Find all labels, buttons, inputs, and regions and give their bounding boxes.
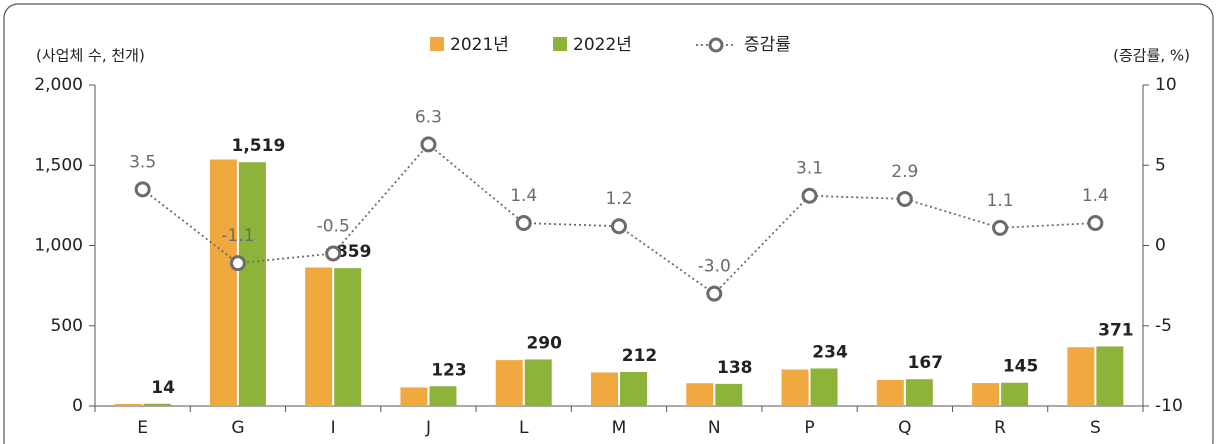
line-value-label: -3.0 <box>698 257 731 277</box>
bar <box>114 403 142 406</box>
bar <box>400 387 428 406</box>
bar-value-label: 14 <box>151 378 175 398</box>
line-marker <box>515 215 532 232</box>
bar-value-label: 1,519 <box>232 136 286 156</box>
bar <box>905 379 933 406</box>
line-value-label: 1.4 <box>1082 186 1109 206</box>
line-value-label: 2.9 <box>891 162 918 182</box>
y2-axis-label: (증감률, %) <box>1113 47 1190 65</box>
bar <box>715 383 743 406</box>
bar-value-label: 290 <box>526 333 562 353</box>
line-value-label: 3.5 <box>129 152 156 172</box>
bar <box>810 368 838 406</box>
bar <box>305 267 333 406</box>
line-marker <box>801 187 818 204</box>
legend-label: 2022년 <box>573 35 632 55</box>
x-tick-label: E <box>137 418 148 438</box>
bar <box>1001 382 1029 406</box>
bar <box>495 360 523 406</box>
legend-label: 2021년 <box>450 35 509 55</box>
bar <box>1067 347 1095 406</box>
legend-label: 증감률 <box>744 35 791 55</box>
y-tick-label: 2,000 <box>34 75 83 95</box>
line-value-label: 1.2 <box>605 189 632 209</box>
line-marker <box>896 190 913 207</box>
line-value-label: 3.1 <box>796 159 823 179</box>
x-tick-label: P <box>804 418 814 438</box>
bar <box>524 359 552 406</box>
legend-swatch <box>553 37 567 51</box>
frame <box>3 3 1214 444</box>
x-tick-label: J <box>425 418 431 438</box>
bar <box>876 379 904 406</box>
x-tick-label: Q <box>898 418 911 438</box>
y2-tick-label: -10 <box>1155 396 1183 416</box>
line-marker <box>325 245 342 262</box>
bar <box>972 383 1000 406</box>
line-marker <box>229 255 246 272</box>
line-marker <box>1087 215 1104 232</box>
x-tick-label: R <box>994 418 1006 438</box>
bar-value-label: 145 <box>1003 357 1039 377</box>
bar-value-label: 123 <box>431 360 467 380</box>
x-tick-label: G <box>231 418 244 438</box>
bar <box>209 159 237 406</box>
line-value-label: 1.1 <box>987 191 1014 211</box>
bar-value-label: 212 <box>622 346 658 366</box>
legend-marker <box>708 37 724 53</box>
bar-value-label: 371 <box>1098 320 1134 340</box>
line-value-label: -1.1 <box>221 226 254 246</box>
x-tick-label: L <box>519 418 529 438</box>
y-axis-label: (사업체 수, 천개) <box>36 47 145 65</box>
legend-swatch <box>430 37 444 51</box>
line-marker <box>611 218 627 235</box>
bar-value-label: 167 <box>908 353 944 373</box>
x-tick-label: I <box>331 418 336 438</box>
bar <box>781 369 809 406</box>
line-marker <box>706 285 723 302</box>
bar <box>238 162 266 406</box>
line-value-label: 6.3 <box>415 107 442 127</box>
bar <box>143 403 171 406</box>
bar <box>686 383 714 406</box>
y-tick-label: 500 <box>51 316 83 336</box>
bar <box>334 268 362 406</box>
y2-tick-label: -5 <box>1155 316 1172 336</box>
y2-tick-label: 5 <box>1155 155 1166 175</box>
line-value-label: -0.5 <box>317 217 350 237</box>
bar <box>591 372 618 406</box>
bar-value-label: 234 <box>812 342 848 362</box>
line-marker <box>420 136 437 153</box>
y-tick-label: 1,500 <box>34 155 83 175</box>
line-marker <box>992 219 1009 236</box>
bar-value-label: 859 <box>336 242 372 262</box>
y-tick-label: 0 <box>72 396 83 416</box>
line-value-label: 1.4 <box>510 186 537 206</box>
x-tick-label: S <box>1090 418 1101 438</box>
bar <box>429 386 457 406</box>
line-marker <box>134 181 151 198</box>
x-tick-label: M <box>612 418 627 438</box>
bar <box>1096 346 1124 406</box>
y-tick-label: 1,000 <box>34 236 83 256</box>
y2-tick-label: 10 <box>1155 75 1177 95</box>
x-tick-label: N <box>708 418 721 438</box>
bar-value-label: 138 <box>717 358 753 378</box>
y2-tick-label: 0 <box>1155 236 1166 256</box>
bar <box>620 371 647 406</box>
